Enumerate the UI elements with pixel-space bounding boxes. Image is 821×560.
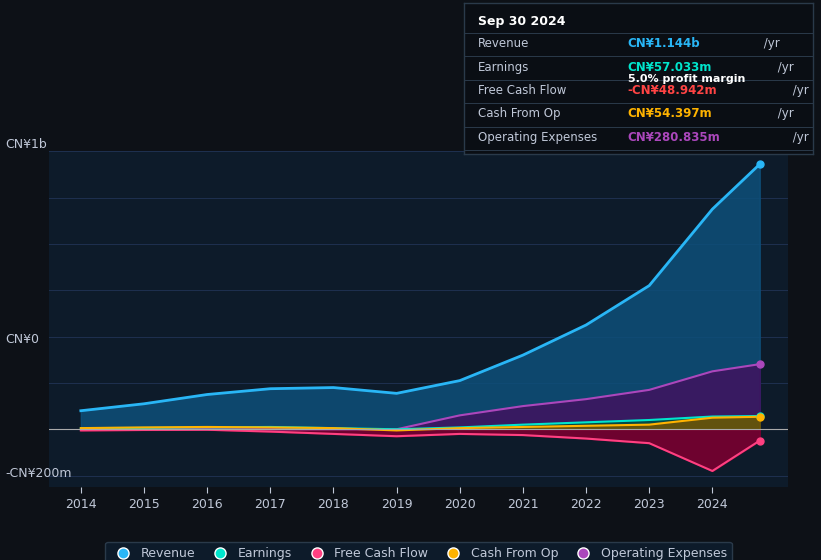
Text: Cash From Op: Cash From Op xyxy=(478,108,560,120)
Text: -CN¥48.942m: -CN¥48.942m xyxy=(628,84,718,97)
Text: CN¥57.033m: CN¥57.033m xyxy=(628,60,713,73)
Text: /yr: /yr xyxy=(774,60,794,73)
Text: Earnings: Earnings xyxy=(478,60,530,73)
Text: 5.0% profit margin: 5.0% profit margin xyxy=(628,74,745,84)
Text: Free Cash Flow: Free Cash Flow xyxy=(478,84,566,97)
Text: Revenue: Revenue xyxy=(478,37,530,50)
Text: -CN¥200m: -CN¥200m xyxy=(5,467,71,480)
Text: /yr: /yr xyxy=(774,108,794,120)
Legend: Revenue, Earnings, Free Cash Flow, Cash From Op, Operating Expenses: Revenue, Earnings, Free Cash Flow, Cash … xyxy=(105,542,732,560)
Text: CN¥1b: CN¥1b xyxy=(5,138,47,151)
Text: Sep 30 2024: Sep 30 2024 xyxy=(478,15,566,28)
Text: /yr: /yr xyxy=(789,131,809,144)
Text: CN¥280.835m: CN¥280.835m xyxy=(628,131,721,144)
Text: Operating Expenses: Operating Expenses xyxy=(478,131,597,144)
Text: CN¥0: CN¥0 xyxy=(5,333,39,346)
Text: CN¥1.144b: CN¥1.144b xyxy=(628,37,700,50)
Text: /yr: /yr xyxy=(759,37,779,50)
Text: /yr: /yr xyxy=(789,84,809,97)
Text: CN¥54.397m: CN¥54.397m xyxy=(628,108,713,120)
